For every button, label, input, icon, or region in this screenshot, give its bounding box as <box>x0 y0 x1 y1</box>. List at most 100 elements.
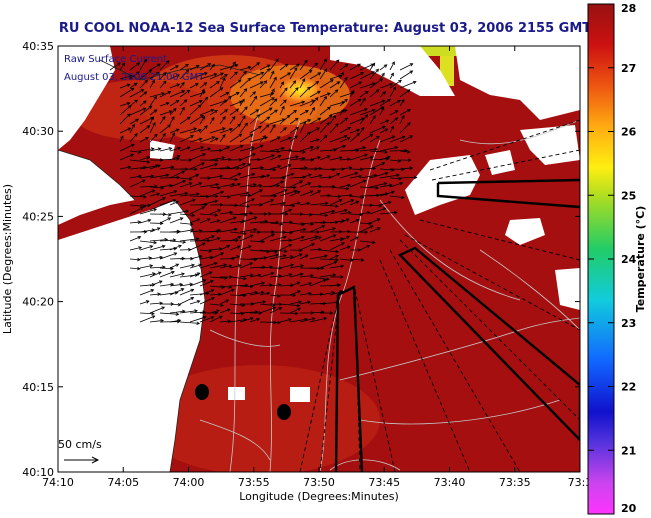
current-vector-head <box>176 155 181 159</box>
current-vector <box>389 182 403 188</box>
current-vector <box>379 135 395 143</box>
current-vector-head <box>151 315 156 319</box>
land-mask-staten <box>58 150 135 225</box>
current-vector-head <box>120 135 124 140</box>
current-vector <box>189 146 204 152</box>
overlay-line-1: Raw Surface Current <box>64 54 167 65</box>
current-vector <box>159 147 172 152</box>
current-vector <box>199 256 213 260</box>
current-vector <box>209 87 223 98</box>
current-vector <box>159 190 177 197</box>
current-vector-head <box>126 101 131 106</box>
current-vector <box>139 105 152 116</box>
current-vector-head <box>181 106 185 111</box>
current-vector <box>219 96 232 107</box>
current-vector-head <box>298 253 303 257</box>
current-vector <box>239 262 253 269</box>
current-vector <box>339 218 350 224</box>
current-vector <box>319 176 332 179</box>
current-vector <box>249 167 264 170</box>
current-vector-head <box>245 191 250 195</box>
current-vector <box>289 307 301 314</box>
current-vector-head <box>394 110 399 114</box>
current-vector <box>129 99 138 107</box>
current-vector <box>289 265 304 269</box>
current-vector <box>139 219 151 224</box>
current-vector <box>339 258 354 261</box>
current-vector-head <box>235 108 240 112</box>
current-vector <box>219 245 230 251</box>
current-vector-head <box>324 213 329 218</box>
current-vector-head <box>274 249 278 254</box>
current-vector-head <box>244 106 248 110</box>
current-vector <box>159 60 170 71</box>
current-vector <box>339 236 350 242</box>
current-vector-head <box>173 252 178 256</box>
current-vector <box>209 150 222 152</box>
current-vector <box>299 78 306 89</box>
current-vector <box>239 147 254 152</box>
current-vector <box>269 284 281 287</box>
current-vector-head <box>401 135 406 140</box>
current-vector-head <box>326 155 331 159</box>
current-vector <box>169 192 188 197</box>
current-vector-head <box>162 197 166 201</box>
current-vector <box>319 261 338 269</box>
current-vector <box>179 69 189 80</box>
current-vector <box>229 294 246 296</box>
current-vector <box>149 63 161 71</box>
current-vector-head <box>215 182 220 187</box>
current-vector-head <box>296 190 301 195</box>
current-vector-head <box>148 256 153 260</box>
current-vector <box>299 236 318 242</box>
current-vector-head <box>330 79 334 83</box>
current-vector-head <box>204 96 209 101</box>
current-vector <box>389 177 402 180</box>
current-vector-head <box>324 201 329 206</box>
current-vector <box>159 91 171 98</box>
current-vector <box>259 174 270 179</box>
current-vector <box>199 218 211 224</box>
current-vector-head <box>127 127 132 131</box>
current-vector <box>399 150 410 153</box>
current-vector-head <box>298 300 303 304</box>
current-vector-head <box>326 122 330 126</box>
current-vector-head <box>145 300 150 304</box>
current-vector-head <box>211 296 215 301</box>
current-vector-head <box>202 279 207 283</box>
current-vector <box>299 222 314 225</box>
current-vector-head <box>412 80 417 85</box>
current-vector-head <box>229 210 234 215</box>
current-vector <box>289 110 297 116</box>
current-vector-head <box>368 221 373 226</box>
current-vector-head <box>322 220 327 225</box>
current-vector-head <box>215 309 220 313</box>
current-vector <box>249 144 264 152</box>
current-vector-head <box>195 83 199 87</box>
current-vector-head <box>201 115 206 120</box>
current-vector-head <box>177 229 181 234</box>
current-vector <box>299 131 311 143</box>
current-vector-head <box>130 153 135 157</box>
current-vector <box>129 258 140 261</box>
colorbar-tick-label: 22 <box>621 381 636 394</box>
current-vector-head <box>273 76 277 81</box>
current-vector-head <box>167 91 172 95</box>
current-vector-head <box>237 264 242 268</box>
current-vector-head <box>190 228 195 232</box>
current-vector <box>219 74 228 80</box>
current-vector <box>379 64 388 71</box>
cloud-mask <box>228 387 245 400</box>
current-vector <box>209 303 224 306</box>
current-vector <box>399 89 411 98</box>
current-vector <box>379 83 393 89</box>
current-vector-head <box>335 257 339 262</box>
current-vector-head <box>284 212 289 216</box>
current-vector <box>119 153 134 161</box>
current-vector <box>149 256 163 260</box>
current-vector <box>209 186 220 189</box>
current-vector-head <box>234 177 239 182</box>
current-vector-head <box>389 82 394 87</box>
current-vector <box>159 267 174 270</box>
current-vector <box>199 316 214 323</box>
